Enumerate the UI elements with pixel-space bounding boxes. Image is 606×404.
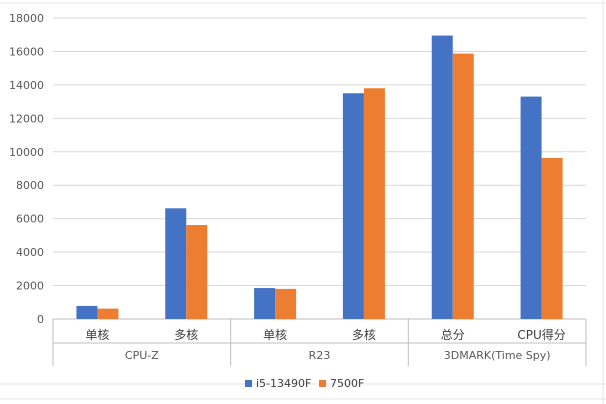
category-label: CPU得分 bbox=[517, 327, 565, 342]
y-tick-label: 0 bbox=[37, 313, 44, 326]
bar-i5-13490f bbox=[165, 208, 187, 319]
y-tick-label: 4000 bbox=[16, 246, 44, 259]
y-tick-label: 10000 bbox=[9, 146, 44, 159]
bar-i5-13490f bbox=[520, 96, 542, 319]
bar-7500f bbox=[541, 157, 563, 319]
legend-label: i5-13490F bbox=[256, 377, 311, 390]
category-label: 多核 bbox=[174, 328, 198, 342]
bar-7500f bbox=[186, 225, 208, 319]
bar-i5-13490f bbox=[431, 35, 453, 319]
y-tick-label: 2000 bbox=[16, 280, 44, 293]
legend-swatch bbox=[319, 380, 326, 387]
category-label: 单核 bbox=[263, 328, 287, 342]
bar-i5-13490f bbox=[254, 288, 276, 319]
y-tick-label: 14000 bbox=[9, 79, 44, 92]
legend-swatch bbox=[245, 380, 252, 387]
group-label: R23 bbox=[309, 349, 331, 362]
bar-7500f bbox=[363, 88, 385, 319]
bar-i5-13490f bbox=[342, 93, 364, 319]
y-tick-label: 6000 bbox=[16, 213, 44, 226]
y-tick-label: 12000 bbox=[9, 112, 44, 125]
group-label: CPU-Z bbox=[125, 349, 159, 362]
y-tick-label: 16000 bbox=[9, 45, 44, 58]
bar-7500f bbox=[452, 53, 474, 319]
y-tick-label: 18000 bbox=[9, 12, 44, 25]
y-tick-label: 8000 bbox=[16, 179, 44, 192]
group-label: 3DMARK(Time Spy) bbox=[444, 349, 551, 362]
bar-i5-13490f bbox=[76, 305, 98, 319]
category-label: 总分 bbox=[441, 328, 465, 342]
bar-7500f bbox=[97, 308, 119, 319]
legend-label: 7500F bbox=[330, 377, 364, 390]
bar-7500f bbox=[275, 288, 297, 319]
category-label: 单核 bbox=[85, 328, 109, 342]
category-label: 多核 bbox=[352, 328, 376, 342]
